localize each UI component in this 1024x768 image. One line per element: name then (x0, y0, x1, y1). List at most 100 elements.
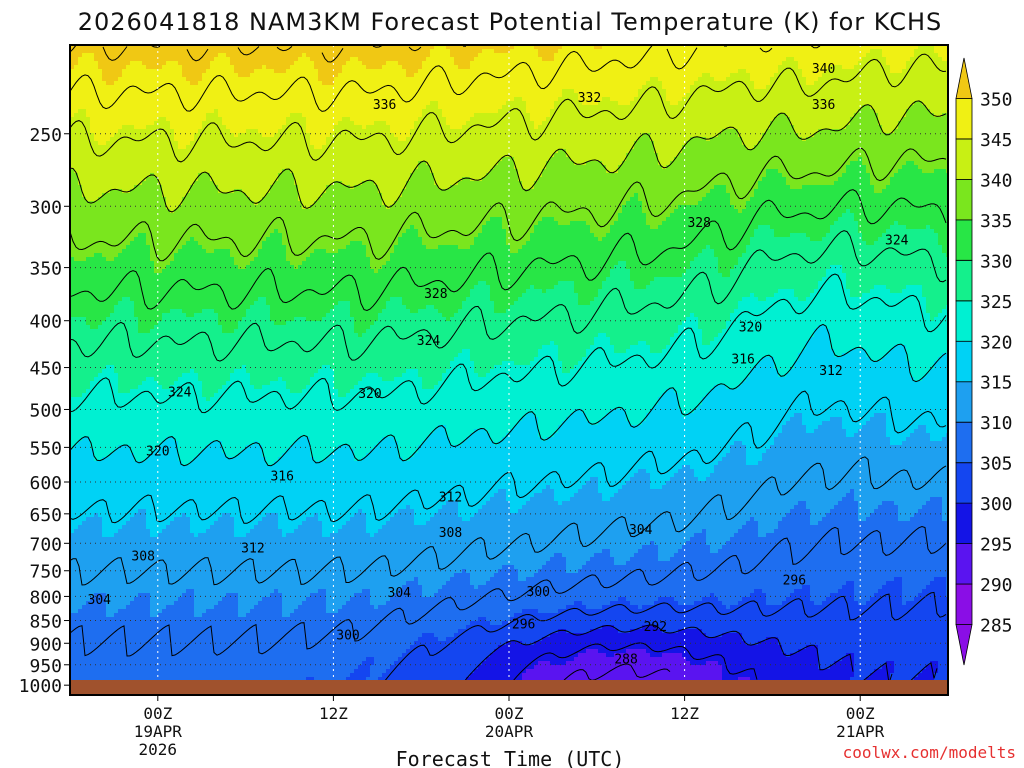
theta-band-cell (538, 613, 543, 642)
theta-band-cell (814, 289, 819, 330)
theta-band-cell (502, 105, 507, 158)
theta-band-cell (454, 65, 459, 130)
theta-band-cell (666, 101, 671, 166)
theta-band-cell (646, 45, 651, 82)
theta-band-cell (90, 201, 95, 258)
theta-band-cell (282, 617, 287, 686)
theta-band-cell (878, 361, 883, 414)
theta-band-cell (846, 45, 851, 70)
theta-band-cell (618, 653, 623, 686)
theta-band-cell (538, 437, 543, 494)
theta-band-cell (722, 633, 727, 682)
theta-band-cell (558, 553, 563, 610)
theta-band-cell (522, 673, 527, 686)
theta-band-cell (846, 289, 851, 354)
theta-band-cell (470, 585, 475, 622)
theta-band-cell (598, 161, 603, 242)
theta-band-cell (678, 45, 683, 102)
theta-band-cell (214, 249, 219, 314)
theta-band-cell (430, 45, 435, 50)
theta-band-cell (734, 209, 739, 266)
theta-band-cell (150, 329, 155, 378)
theta-band-cell (918, 101, 923, 170)
theta-band-cell (90, 133, 95, 202)
theta-band-cell (878, 505, 883, 590)
theta-band-cell (698, 201, 703, 254)
theta-band-cell (74, 173, 79, 262)
theta-band-cell (550, 217, 555, 290)
theta-band-cell (910, 517, 915, 602)
theta-band-cell (722, 605, 727, 634)
theta-band-cell (778, 45, 783, 66)
theta-band-cell (262, 137, 267, 198)
theta-band-cell (78, 45, 83, 58)
theta-band-cell (282, 381, 287, 454)
theta-band-cell (762, 225, 767, 302)
theta-band-cell (526, 413, 531, 502)
theta-band-cell (538, 221, 543, 290)
theta-band-cell (902, 69, 907, 118)
theta-band-cell (806, 185, 811, 238)
theta-band-cell (494, 625, 499, 650)
theta-band-cell (598, 45, 603, 50)
theta-band-cell (834, 65, 839, 130)
theta-band-cell (734, 389, 739, 442)
theta-band-cell (238, 321, 243, 370)
theta-band-cell (906, 161, 911, 230)
theta-band-cell (466, 177, 471, 250)
theta-band-cell (822, 277, 827, 326)
theta-band-cell (658, 489, 663, 562)
theta-band-cell (474, 589, 479, 622)
theta-band-cell (834, 505, 839, 594)
theta-band-cell (634, 425, 639, 474)
theta-band-cell (726, 77, 731, 130)
theta-band-cell (82, 197, 87, 262)
theta-band-cell (798, 649, 803, 686)
colorbar-segment (955, 381, 973, 423)
theta-band-cell (594, 629, 599, 650)
theta-band-cell (210, 397, 215, 442)
theta-band-cell (122, 525, 127, 610)
theta-band-cell (230, 517, 235, 594)
theta-band-cell (390, 205, 395, 254)
theta-band-cell (358, 241, 363, 338)
theta-band-cell (858, 61, 863, 110)
theta-band-cell (886, 437, 891, 502)
theta-band-cell (890, 501, 895, 582)
theta-band-cell (478, 665, 483, 686)
theta-band-cell (754, 465, 759, 522)
theta-band-cell (190, 85, 195, 142)
theta-band-cell (702, 345, 707, 398)
theta-band-cell (682, 545, 687, 606)
theta-band-cell (166, 265, 171, 314)
theta-band-cell (702, 665, 707, 686)
theta-band-cell (702, 397, 707, 482)
theta-band-cell (318, 81, 323, 150)
theta-band-cell (746, 201, 751, 246)
theta-band-cell (154, 617, 159, 686)
theta-band-cell (510, 565, 515, 618)
theta-band-cell (342, 525, 347, 606)
theta-band-cell (878, 589, 883, 670)
theta-band-cell (886, 229, 891, 290)
theta-band-cell (298, 605, 303, 686)
theta-band-cell (178, 377, 183, 462)
theta-band-cell (870, 289, 875, 362)
theta-band-cell (434, 101, 439, 186)
theta-band-cell (694, 45, 699, 82)
theta-band-cell (774, 605, 779, 638)
theta-band-cell (490, 169, 495, 218)
theta-band-cell (650, 625, 655, 658)
theta-band-cell (582, 653, 587, 686)
theta-band-cell (774, 237, 779, 294)
theta-band-cell (486, 657, 491, 686)
theta-band-cell (386, 45, 391, 62)
theta-band-cell (870, 513, 875, 598)
theta-band-cell (354, 125, 359, 186)
theta-band-cell (654, 489, 659, 546)
theta-band-cell (554, 45, 559, 54)
theta-band-cell (474, 373, 479, 430)
theta-band-cell (458, 517, 463, 574)
theta-band-cell (462, 441, 467, 522)
theta-band-cell (926, 585, 931, 666)
